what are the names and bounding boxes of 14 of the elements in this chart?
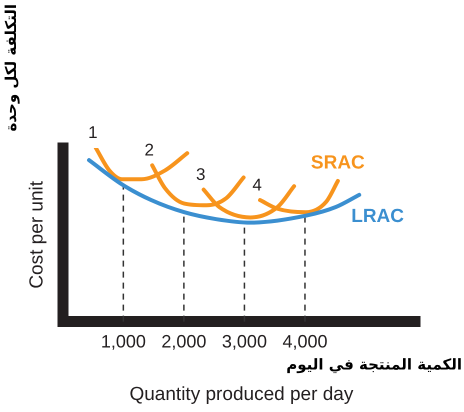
x-tick-label: 3,000 <box>222 331 267 352</box>
series-label: 4 <box>252 175 262 194</box>
y-axis-title: Cost per unit <box>26 180 48 289</box>
x-axis-title: Quantity produced per day <box>129 384 354 405</box>
annotation: SRAC <box>310 152 366 174</box>
x-tick-label: 1,000 <box>100 331 146 352</box>
series-label: 2 <box>144 140 154 160</box>
text: التكلفة لكل وحدة <box>2 4 20 132</box>
x-tick-label: 4,000 <box>282 331 328 352</box>
series-label: LRAC <box>351 206 404 228</box>
x-tick-label: 2,000 <box>161 331 206 352</box>
text: الكمية المنتجة في اليوم <box>286 355 462 374</box>
series-label: 3 <box>196 164 206 184</box>
series-label: 1 <box>88 123 98 142</box>
